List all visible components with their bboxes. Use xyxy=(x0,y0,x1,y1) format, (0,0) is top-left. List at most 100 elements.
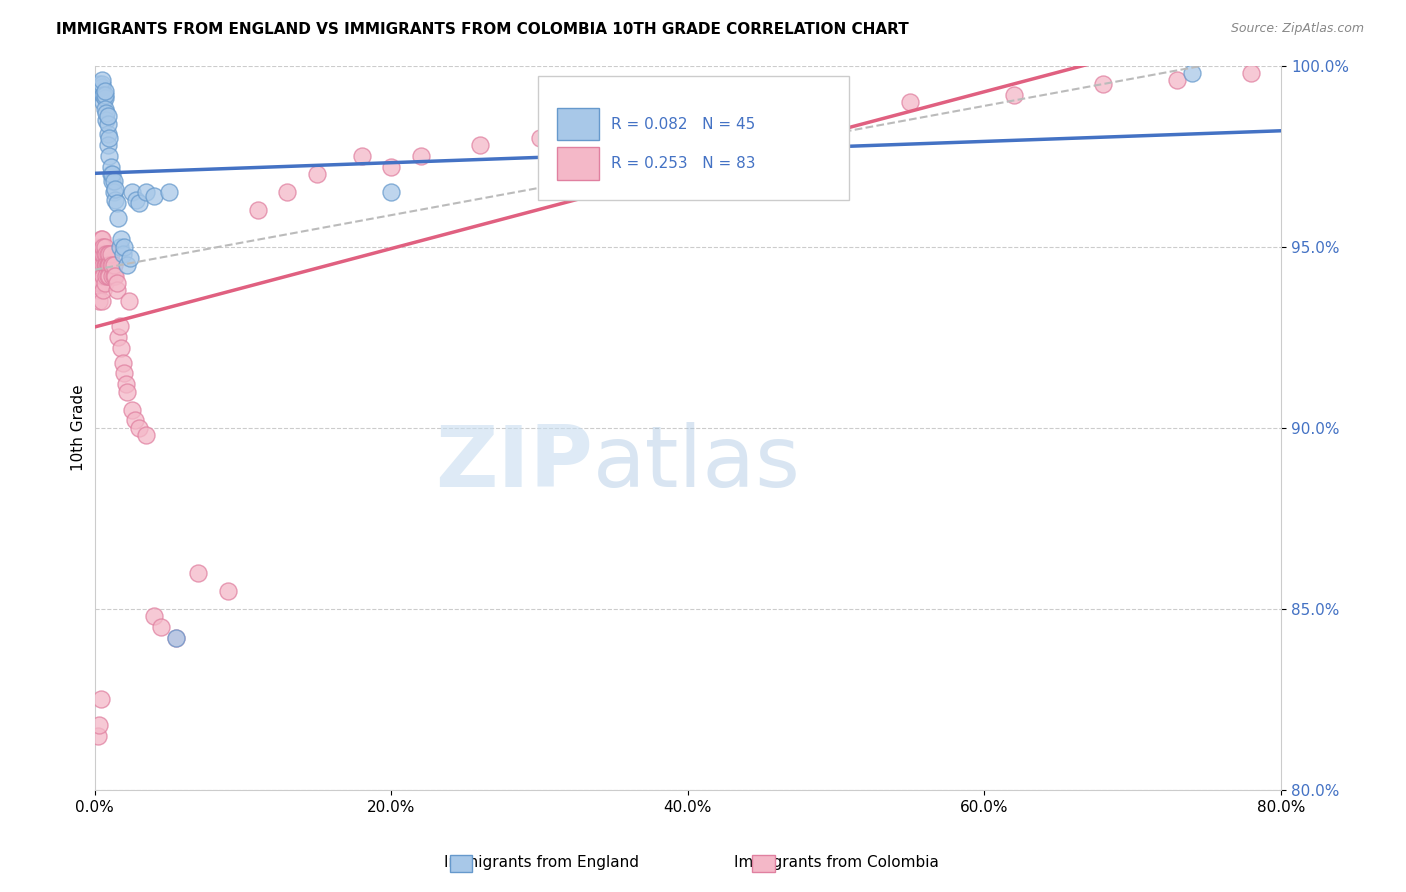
Point xyxy=(350,149,373,163)
Point xyxy=(110,232,132,246)
Text: Source: ZipAtlas.com: Source: ZipAtlas.com xyxy=(1230,22,1364,36)
Point xyxy=(101,174,124,188)
Point xyxy=(97,116,120,130)
Point xyxy=(84,240,107,254)
Point xyxy=(91,240,114,254)
Text: IMMIGRANTS FROM ENGLAND VS IMMIGRANTS FROM COLOMBIA 10TH GRADE CORRELATION CHART: IMMIGRANTS FROM ENGLAND VS IMMIGRANTS FR… xyxy=(56,22,910,37)
Point xyxy=(91,73,114,87)
Point xyxy=(93,95,115,109)
Point xyxy=(87,77,110,91)
Point xyxy=(111,355,134,369)
Point xyxy=(246,203,269,218)
Point xyxy=(89,258,111,272)
Point xyxy=(118,293,141,308)
Point xyxy=(676,112,699,127)
Point xyxy=(97,258,120,272)
Point xyxy=(98,149,121,163)
Point xyxy=(98,247,121,261)
Point xyxy=(94,276,117,290)
Point xyxy=(103,174,125,188)
Point xyxy=(84,258,107,272)
Point xyxy=(96,258,118,272)
Point xyxy=(103,258,125,272)
Point xyxy=(94,84,117,98)
Point xyxy=(103,186,125,200)
Point xyxy=(898,95,921,109)
Point xyxy=(97,247,120,261)
Point xyxy=(100,258,122,272)
Point xyxy=(89,240,111,254)
Text: R = 0.253   N = 83: R = 0.253 N = 83 xyxy=(610,156,755,171)
Point xyxy=(94,87,117,102)
Point xyxy=(470,138,492,153)
Text: ZIP: ZIP xyxy=(436,423,593,506)
Point xyxy=(94,258,117,272)
Point xyxy=(121,402,143,417)
Point xyxy=(617,160,640,174)
Point xyxy=(87,717,110,731)
Point xyxy=(150,620,173,634)
Point xyxy=(111,247,134,261)
Point xyxy=(91,232,114,246)
Point xyxy=(91,276,114,290)
Point xyxy=(128,421,150,435)
Point xyxy=(94,91,117,105)
Point xyxy=(96,105,118,120)
Point xyxy=(94,102,117,116)
Point xyxy=(97,268,120,283)
Point xyxy=(89,84,111,98)
Point xyxy=(87,258,110,272)
Point xyxy=(380,160,402,174)
Point xyxy=(105,196,128,211)
Point xyxy=(128,196,150,211)
Point xyxy=(380,186,402,200)
Point xyxy=(115,384,138,399)
Point xyxy=(104,182,127,196)
Point xyxy=(165,631,187,645)
Point xyxy=(142,609,165,624)
Point xyxy=(97,109,120,123)
Point xyxy=(107,330,129,344)
Point xyxy=(825,102,848,116)
Point xyxy=(91,293,114,308)
Point xyxy=(276,186,298,200)
Point xyxy=(114,377,136,392)
Point xyxy=(105,283,128,297)
Text: Immigrants from Colombia: Immigrants from Colombia xyxy=(734,855,939,870)
Point xyxy=(135,186,157,200)
Point xyxy=(115,258,138,272)
Point xyxy=(91,247,114,261)
Point xyxy=(529,131,551,145)
Y-axis label: 10th Grade: 10th Grade xyxy=(72,384,86,471)
Point xyxy=(107,211,129,225)
Point xyxy=(105,276,128,290)
Point xyxy=(89,232,111,246)
Point xyxy=(602,124,624,138)
Point xyxy=(120,251,142,265)
Point xyxy=(86,268,108,283)
Point xyxy=(96,247,118,261)
Point xyxy=(100,167,122,181)
Point xyxy=(112,367,135,381)
Point xyxy=(1181,66,1204,80)
Point xyxy=(104,193,127,207)
Point xyxy=(1166,73,1188,87)
Point xyxy=(110,341,132,355)
Point xyxy=(101,167,124,181)
Point xyxy=(165,631,187,645)
Point xyxy=(135,428,157,442)
Point xyxy=(93,240,115,254)
Point xyxy=(97,138,120,153)
Point xyxy=(1240,66,1263,80)
Point xyxy=(93,283,115,297)
Point xyxy=(93,258,115,272)
Point xyxy=(93,247,115,261)
Point xyxy=(217,583,239,598)
Point xyxy=(84,247,107,261)
Point xyxy=(86,283,108,297)
Point xyxy=(89,692,111,706)
Point xyxy=(89,247,111,261)
Point xyxy=(98,258,121,272)
Point xyxy=(101,258,124,272)
Point xyxy=(187,566,209,580)
